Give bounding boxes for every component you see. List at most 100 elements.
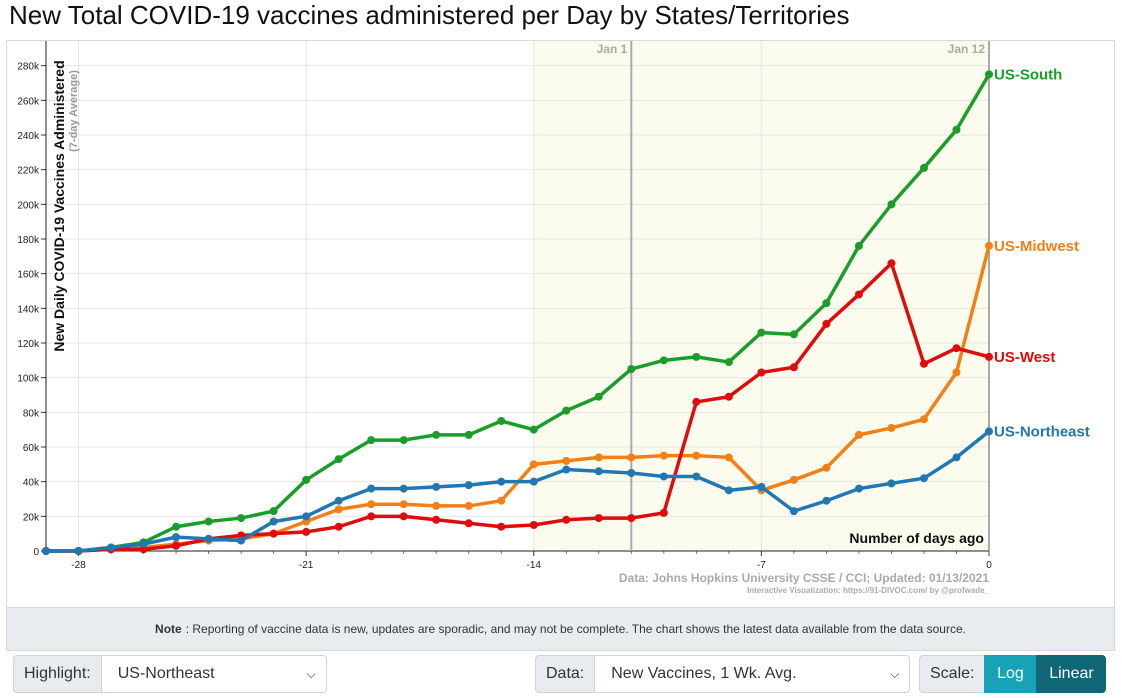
data-point-us-northeast xyxy=(334,496,343,505)
data-point-us-northeast xyxy=(887,479,896,488)
data-point-us-south xyxy=(237,514,246,523)
x-tick-label: -21 xyxy=(299,560,314,571)
note-box: Note: Reporting of vaccine data is new, … xyxy=(6,607,1115,651)
scale-control: Scale: Log Linear xyxy=(919,655,1107,693)
data-point-us-south xyxy=(367,436,376,445)
data-point-us-midwest xyxy=(985,241,993,250)
data-point-us-south xyxy=(269,507,278,516)
data-point-us-midwest xyxy=(594,453,603,462)
y-tick-label: 40k xyxy=(23,478,40,489)
data-point-us-northeast xyxy=(204,534,213,543)
data-point-us-south xyxy=(204,517,213,526)
data-point-us-northeast xyxy=(562,465,571,474)
data-point-us-west xyxy=(724,392,733,401)
data-point-us-midwest xyxy=(367,500,376,509)
data-point-us-northeast xyxy=(919,474,928,483)
y-tick-label: 80k xyxy=(23,408,40,419)
data-point-us-west xyxy=(692,397,701,406)
series-label-us-northeast: US-Northeast xyxy=(994,423,1090,440)
data-point-us-northeast xyxy=(237,536,246,545)
data-point-us-south xyxy=(594,392,603,401)
data-point-us-midwest xyxy=(432,501,441,510)
data-point-us-south xyxy=(822,299,831,308)
data-point-us-west xyxy=(627,514,636,523)
data-point-us-south xyxy=(952,125,961,134)
y-tick-label: 240k xyxy=(17,131,40,142)
data-point-us-south xyxy=(302,475,311,484)
data-point-us-south xyxy=(692,352,701,361)
data-point-us-northeast xyxy=(302,512,311,521)
data-point-us-west xyxy=(562,515,571,524)
data-point-us-northeast xyxy=(822,496,831,505)
y-tick-label: 260k xyxy=(17,96,40,107)
data-point-us-south xyxy=(985,70,993,79)
chevron-down-icon: ⌵ xyxy=(890,666,900,681)
data-point-us-west xyxy=(822,319,831,328)
data-point-us-west xyxy=(497,522,506,531)
date-marker-label: Jan 1 xyxy=(597,42,628,56)
data-point-us-west xyxy=(529,521,538,529)
data-point-us-midwest xyxy=(334,505,343,514)
scale-log-button[interactable]: Log xyxy=(984,655,1037,693)
x-tick-label: -7 xyxy=(757,560,766,571)
series-line-us-northeast xyxy=(46,430,991,553)
scale-label: Scale: xyxy=(919,655,985,693)
data-point-us-midwest xyxy=(562,456,571,465)
data-point-us-west xyxy=(919,359,928,368)
data-point-us-northeast xyxy=(464,481,473,490)
data-select[interactable]: New Vaccines, 1 Wk. Avg. ⌵ xyxy=(594,655,911,693)
data-point-us-midwest xyxy=(627,453,636,462)
data-point-us-west xyxy=(789,363,798,372)
data-point-us-west xyxy=(854,290,863,299)
data-point-us-midwest xyxy=(724,453,733,462)
data-point-us-midwest xyxy=(854,430,863,439)
y-tick-label: 160k xyxy=(17,270,40,281)
data-point-us-west xyxy=(367,512,376,521)
highlight-control: Highlight: US-Northeast ⌵ xyxy=(13,655,327,693)
data-point-us-northeast xyxy=(854,484,863,493)
data-point-us-south xyxy=(659,356,668,365)
data-point-us-west xyxy=(334,522,343,531)
data-point-us-northeast xyxy=(497,477,506,486)
data-point-us-west xyxy=(985,352,993,361)
y-tick-label: 60k xyxy=(23,443,40,454)
data-point-us-south xyxy=(562,406,571,415)
data-point-us-west xyxy=(432,515,441,524)
x-tick-label: -14 xyxy=(527,560,542,571)
data-point-us-midwest xyxy=(952,368,961,377)
data-point-us-northeast xyxy=(659,472,668,481)
data-point-us-south xyxy=(497,417,506,425)
y-tick-label: 120k xyxy=(17,339,40,350)
data-point-us-south xyxy=(919,163,928,172)
data-point-us-south xyxy=(854,241,863,250)
data-point-us-northeast xyxy=(757,482,766,491)
chart-area: 0 20k 40k 60k 80k 100k 120k 140k 160k 180k 200k 220… xyxy=(6,40,1115,607)
y-axis-label: New Daily COVID-19 Vaccines Administered xyxy=(51,60,67,351)
y-tick-label: 200k xyxy=(17,200,40,211)
data-point-us-south xyxy=(529,425,538,434)
data-point-us-northeast xyxy=(367,484,376,493)
date-marker-label: Jan 12 xyxy=(948,42,986,56)
data-point-us-northeast xyxy=(985,427,993,436)
data-point-us-west xyxy=(172,541,181,550)
data-point-us-west xyxy=(594,514,603,523)
data-point-us-northeast xyxy=(724,486,733,495)
data-point-us-south xyxy=(887,200,896,209)
data-point-us-midwest xyxy=(692,451,701,460)
y-tick-label: 100k xyxy=(17,374,40,385)
y-tick-label: 140k xyxy=(17,304,40,315)
y-tick-label: 220k xyxy=(17,166,40,177)
highlight-select[interactable]: US-Northeast ⌵ xyxy=(100,655,327,693)
data-point-us-midwest xyxy=(822,463,831,472)
highlight-value: US-Northeast xyxy=(117,665,215,682)
data-point-us-west xyxy=(952,344,961,353)
data-point-us-midwest xyxy=(659,451,668,460)
source-text: Data: Johns Hopkins University CSSE / CC… xyxy=(619,571,989,585)
data-point-us-northeast xyxy=(172,533,181,542)
data-point-us-northeast xyxy=(432,482,441,491)
data-point-us-south xyxy=(334,455,343,464)
data-point-us-south xyxy=(464,430,473,439)
scale-linear-button[interactable]: Linear xyxy=(1036,655,1107,693)
series-label-us-midwest: US-Midwest xyxy=(994,238,1079,255)
data-point-us-northeast xyxy=(627,469,636,477)
